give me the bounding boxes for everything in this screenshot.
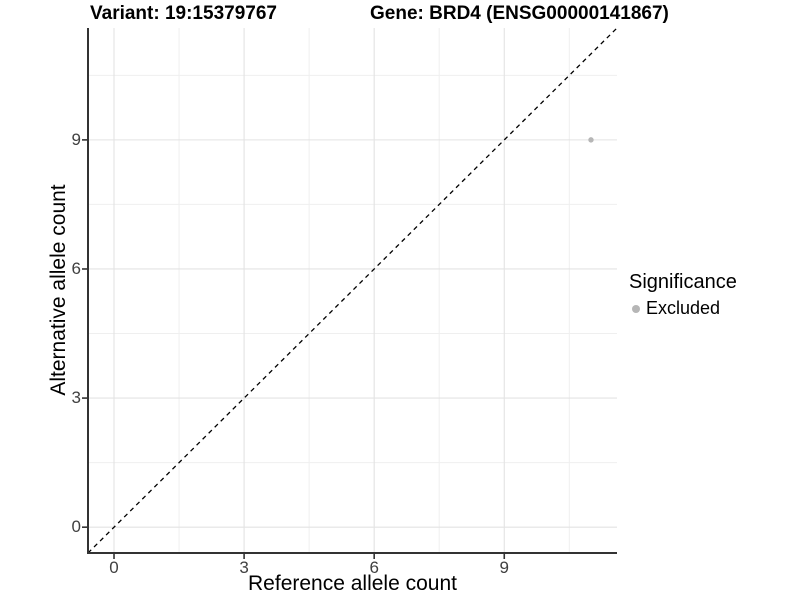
legend: Significance Excluded: [629, 271, 737, 319]
identity-line: [87, 27, 618, 554]
legend-point-icon: [632, 304, 640, 313]
plot-title-variant: Variant: 19:15379767: [90, 3, 277, 24]
y-tick-label: 6: [71, 258, 81, 278]
data-point: [588, 137, 594, 143]
x-axis-title: Reference allele count: [248, 572, 457, 595]
y-tick-label: 3: [71, 388, 81, 408]
plot-title-gene: Gene: BRD4 (ENSG00000141867): [370, 3, 669, 24]
y-tick-label: 9: [71, 129, 81, 149]
x-tick-label: 3: [239, 558, 249, 577]
x-tick-label: 9: [499, 558, 509, 577]
y-tick-label: 0: [71, 517, 81, 537]
legend-item-excluded: Excluded: [629, 298, 737, 319]
x-tick-label: 6: [369, 558, 379, 577]
y-axis-title: Alternative allele count: [47, 184, 70, 396]
legend-title: Significance: [629, 271, 737, 293]
x-tick-label: 0: [109, 558, 119, 577]
legend-item-label: Excluded: [646, 298, 721, 318]
